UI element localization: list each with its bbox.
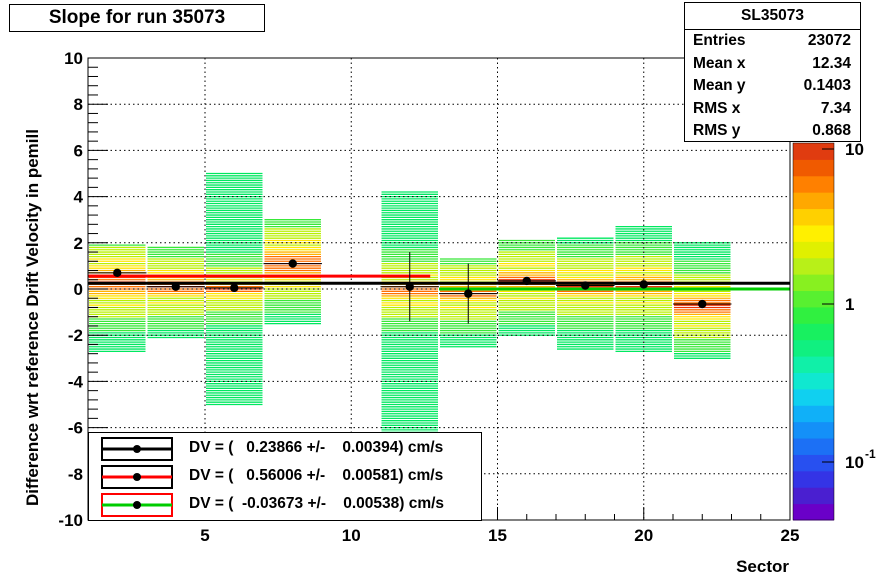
colorbar-segment xyxy=(793,388,834,406)
chart-title: Slope for run 35073 xyxy=(9,4,265,32)
colorbar-segment xyxy=(793,159,834,177)
y-tick-label: -4 xyxy=(68,372,84,391)
colorbar-segment xyxy=(793,192,834,210)
colorbar-frame xyxy=(792,142,835,521)
data-point xyxy=(581,281,590,290)
colorbar-segment xyxy=(793,372,834,390)
stats-key: RMS x xyxy=(693,99,741,117)
y-axis-label: Difference wrt reference Drift Velocity … xyxy=(23,129,42,506)
legend-marker-icon xyxy=(101,465,173,489)
stats-row-entries: Entries 23072 xyxy=(685,30,860,53)
x-tick-label: 15 xyxy=(488,526,507,545)
colorbar-segment xyxy=(793,323,834,341)
legend-label: DV = ( 0.56006 +/- 0.00581) cm/s xyxy=(189,467,444,484)
stats-row-rms-y: RMS y 0.868 xyxy=(685,120,860,143)
legend-label: DV = ( -0.03673 +/- 0.00538) cm/s xyxy=(189,495,445,512)
colorbar-segment xyxy=(793,421,834,439)
x-tick-label: 25 xyxy=(781,526,800,545)
stats-key: RMS y xyxy=(693,122,741,139)
colorbar-label: 10 xyxy=(845,453,864,472)
stats-value: 0.1403 xyxy=(803,77,851,94)
y-tick-label: 0 xyxy=(74,280,83,299)
colorbar-label: 10 xyxy=(845,140,864,159)
data-point xyxy=(464,289,473,298)
y-tick-label: 6 xyxy=(74,141,83,160)
colorbar-segment xyxy=(793,224,834,242)
legend-entry: DV = ( 0.23866 +/- 0.00394) cm/s xyxy=(89,435,481,463)
legend-marker-icon xyxy=(101,437,173,461)
y-tick-label: 2 xyxy=(74,234,83,253)
stats-value: 7.34 xyxy=(820,99,851,117)
colorbar-segment xyxy=(793,143,834,160)
stats-row-mean-x: Mean x 12.34 xyxy=(685,53,860,76)
data-point xyxy=(522,276,531,286)
x-axis-label: Sector xyxy=(736,557,789,576)
colorbar-label: 1 xyxy=(845,295,854,314)
stats-key: Mean y xyxy=(693,77,746,94)
legend: DV = ( 0.23866 +/- 0.00394) cm/s DV = ( … xyxy=(88,432,482,521)
stats-value: 23072 xyxy=(807,32,851,49)
data-point xyxy=(230,283,239,293)
stats-value: 0.868 xyxy=(812,122,851,139)
stats-row-rms-x: RMS x 7.34 xyxy=(685,98,860,121)
colorbar-segment xyxy=(793,503,834,521)
stats-box: SL35073 Entries 23072 Mean x 12.34 Mean … xyxy=(684,2,861,142)
colorbar-segment xyxy=(793,274,834,292)
colorbar-segment xyxy=(793,290,834,308)
y-tick-label: -6 xyxy=(68,419,83,438)
data-point xyxy=(405,282,414,291)
colorbar-segment xyxy=(793,454,834,472)
y-tick-label: 8 xyxy=(74,95,83,114)
colorbar-segment xyxy=(793,487,834,505)
colorbar-segment xyxy=(793,438,834,455)
x-tick-label: 20 xyxy=(634,526,653,545)
colorbar-segment xyxy=(793,356,834,373)
data-point xyxy=(639,280,648,289)
colorbar-segment xyxy=(793,175,834,193)
legend-entry: DV = ( -0.03673 +/- 0.00538) cm/s xyxy=(89,491,481,519)
colorbar-segment xyxy=(793,208,834,226)
data-point xyxy=(288,259,297,268)
colorbar-segment xyxy=(793,405,834,423)
stats-value: 12.34 xyxy=(812,54,851,72)
legend-marker-icon xyxy=(101,493,173,517)
colorbar-segment xyxy=(793,257,834,275)
stats-key: Entries xyxy=(693,32,746,49)
stats-name: SL35073 xyxy=(685,3,860,30)
y-tick-label: -2 xyxy=(68,326,83,345)
data-point xyxy=(113,268,122,278)
stats-key: Mean x xyxy=(693,54,746,72)
y-tick-label: 10 xyxy=(64,49,83,68)
data-point xyxy=(171,282,180,291)
y-tick-label: -8 xyxy=(68,465,83,484)
colorbar-segment xyxy=(793,241,834,259)
legend-label: DV = ( 0.23866 +/- 0.00394) cm/s xyxy=(189,439,444,456)
y-tick-label: 4 xyxy=(74,188,84,207)
colorbar-segment xyxy=(793,339,834,357)
data-point xyxy=(698,299,707,309)
y-tick-label: -10 xyxy=(58,511,83,530)
stats-row-mean-y: Mean y 0.1403 xyxy=(685,75,860,98)
colorbar-label-exponent: -1 xyxy=(865,447,876,461)
colorbar-segment xyxy=(793,470,834,488)
x-tick-label: 5 xyxy=(200,526,209,545)
legend-entry: DV = ( 0.56006 +/- 0.00581) cm/s xyxy=(89,463,481,491)
colorbar-segment xyxy=(793,306,834,324)
x-tick-label: 10 xyxy=(342,526,361,545)
